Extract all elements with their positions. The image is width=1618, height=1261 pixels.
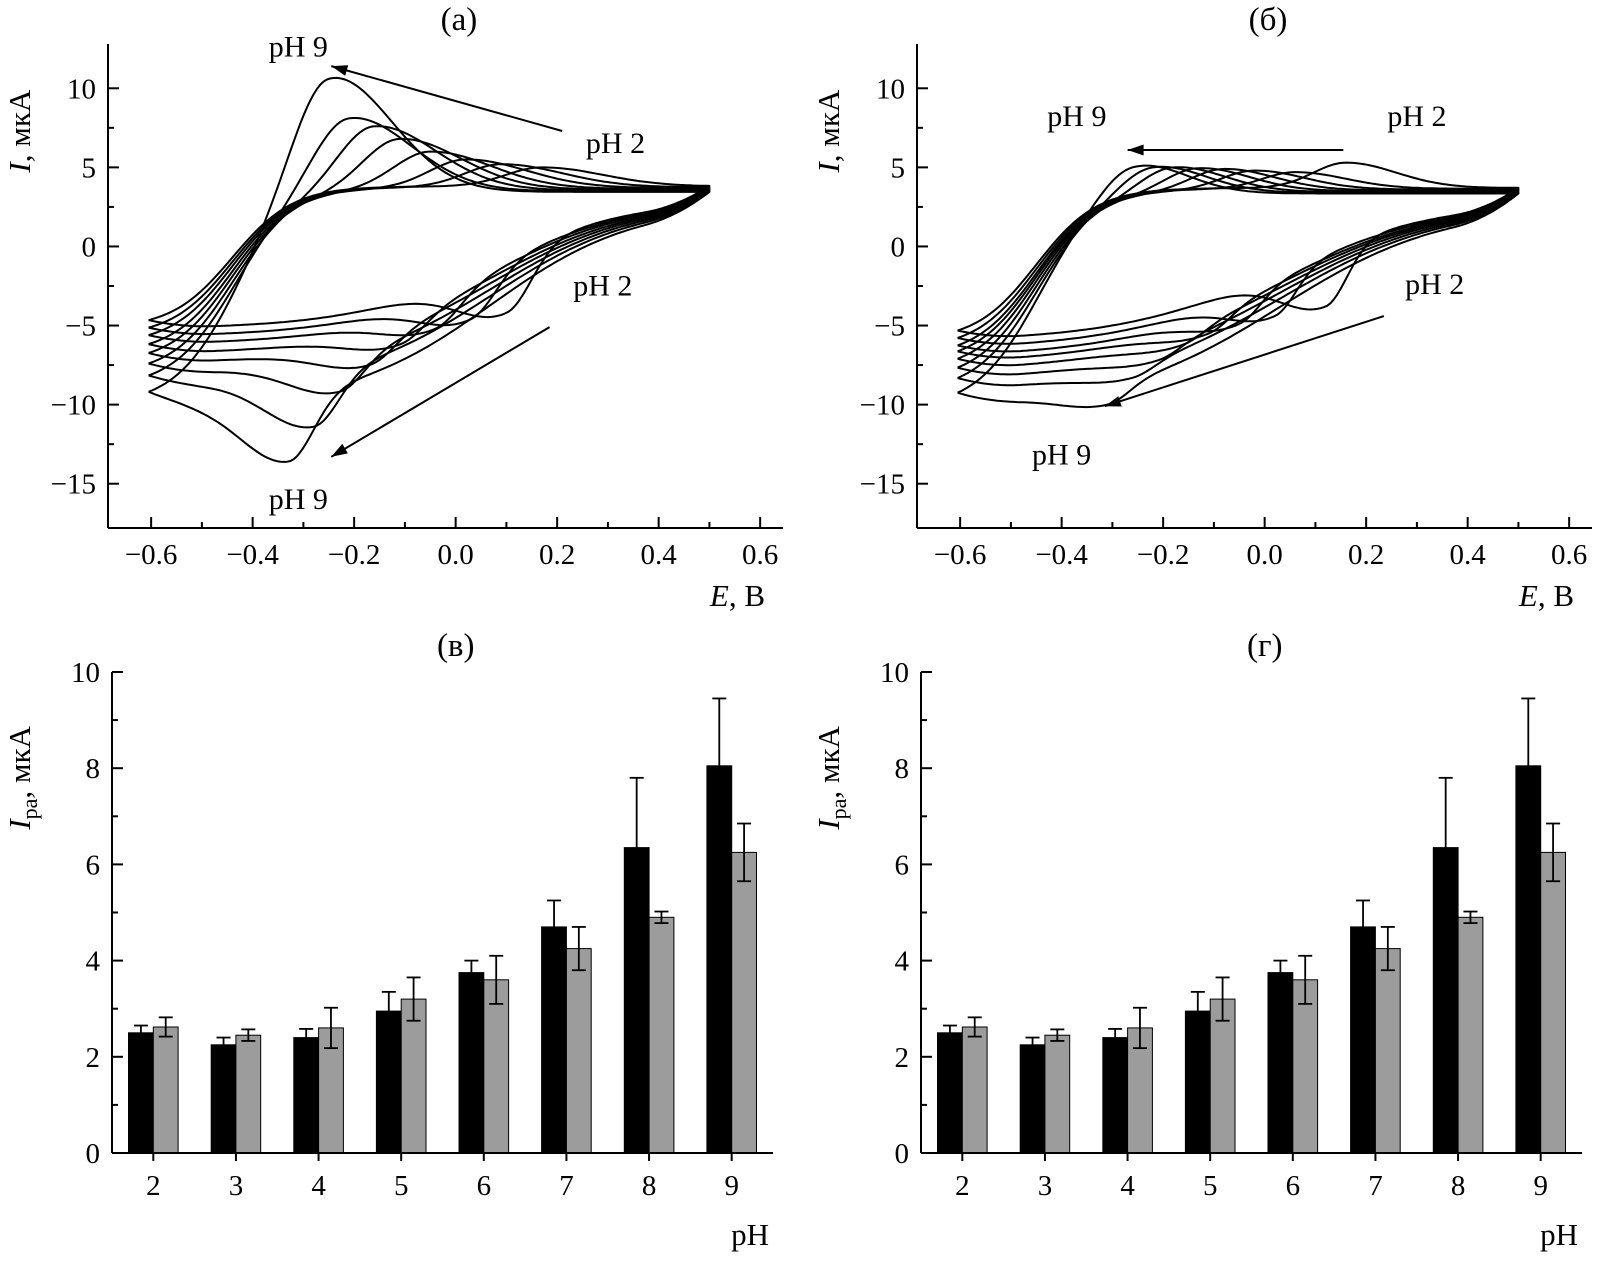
svg-text:8: 8 [1451, 1170, 1466, 1202]
svg-text:E, В: E, В [709, 578, 765, 613]
svg-text:4: 4 [895, 946, 910, 978]
svg-text:pH 9: pH 9 [1032, 439, 1091, 472]
svg-text:pH 2: pH 2 [1405, 268, 1464, 301]
svg-text:−0.2: −0.2 [328, 539, 381, 571]
svg-text:E, В: E, В [1518, 578, 1574, 613]
svg-text:pH: pH [731, 1217, 769, 1252]
svg-text:10: 10 [876, 73, 905, 105]
svg-text:2: 2 [86, 1042, 101, 1074]
svg-text:−0.2: −0.2 [1137, 539, 1190, 571]
svg-text:10: 10 [71, 657, 100, 689]
svg-text:0.4: 0.4 [641, 539, 678, 571]
svg-text:pH 2: pH 2 [1387, 100, 1446, 133]
svg-text:2: 2 [955, 1170, 970, 1202]
svg-text:5: 5 [1203, 1170, 1218, 1202]
panel-g: 0 2 4 6 8 10 2 3 4 5 6 7 8 9 (г) pH Ipa, мкА [809, 620, 1618, 1261]
cv-plot-b: −0.6 −0.4 −0.2 0.0 0.2 0.4 0.6 −15 −10 −5 0 5 10 (б) E… [811, 2, 1592, 613]
svg-text:I, мкА: I, мкА [2, 89, 37, 174]
svg-text:I, мкА: I, мкА [811, 89, 846, 174]
svg-text:5: 5 [394, 1170, 409, 1202]
svg-text:pH 2: pH 2 [573, 269, 632, 302]
svg-text:−0.4: −0.4 [1035, 539, 1088, 571]
svg-text:6: 6 [86, 849, 101, 881]
svg-text:8: 8 [895, 753, 910, 785]
svg-text:4: 4 [86, 946, 101, 978]
svg-text:−5: −5 [874, 311, 905, 343]
svg-text:5: 5 [82, 152, 97, 184]
svg-text:Ipa, мкА: Ipa, мкА [811, 725, 851, 830]
svg-text:Ipa, мкА: Ipa, мкА [2, 725, 42, 830]
svg-text:0.0: 0.0 [438, 539, 474, 571]
svg-text:pH 9: pH 9 [269, 483, 328, 516]
svg-text:6: 6 [895, 849, 910, 881]
svg-text:5: 5 [891, 152, 906, 184]
svg-text:−0.6: −0.6 [125, 539, 178, 571]
svg-text:10: 10 [67, 73, 96, 105]
svg-text:(а): (а) [441, 2, 478, 38]
svg-text:3: 3 [229, 1170, 244, 1202]
svg-text:0.2: 0.2 [1348, 539, 1384, 571]
svg-text:(в): (в) [437, 628, 475, 664]
svg-text:0.2: 0.2 [539, 539, 575, 571]
cv-plot-a: −0.6 −0.4 −0.2 0.0 0.2 0.4 0.6 −15 −10 −5 0 5 10 (а) E… [2, 2, 783, 613]
svg-text:0: 0 [891, 231, 906, 263]
svg-text:pH 2: pH 2 [586, 127, 645, 160]
svg-text:−15: −15 [860, 469, 905, 501]
svg-text:−0.4: −0.4 [226, 539, 279, 571]
panel-a: −0.6 −0.4 −0.2 0.0 0.2 0.4 0.6 −15 −10 −5 0 5 10 (а) E… [0, 0, 809, 620]
svg-text:0.6: 0.6 [1551, 539, 1587, 571]
svg-text:0: 0 [82, 231, 97, 263]
svg-text:−5: −5 [65, 311, 96, 343]
svg-text:4: 4 [1120, 1170, 1135, 1202]
svg-text:pH 9: pH 9 [269, 31, 328, 64]
svg-text:−0.6: −0.6 [934, 539, 987, 571]
svg-text:3: 3 [1038, 1170, 1053, 1202]
svg-text:6: 6 [1286, 1170, 1301, 1202]
svg-text:pH 9: pH 9 [1047, 100, 1106, 133]
panel-v: 0 2 4 6 8 10 2 3 4 5 6 7 8 9 (в) pH Ipa, мкА [0, 620, 809, 1261]
svg-text:8: 8 [642, 1170, 657, 1202]
svg-text:0.0: 0.0 [1247, 539, 1283, 571]
svg-text:−10: −10 [860, 390, 905, 422]
svg-text:−15: −15 [51, 469, 96, 501]
svg-text:9: 9 [1533, 1170, 1548, 1202]
svg-text:0.6: 0.6 [742, 539, 778, 571]
svg-text:pH: pH [1540, 1217, 1578, 1252]
svg-text:9: 9 [724, 1170, 739, 1202]
svg-text:(б): (б) [1249, 2, 1288, 38]
bar-chart-v: 0 2 4 6 8 10 2 3 4 5 6 7 8 9 (в) pH Ipa, мкА [2, 628, 773, 1252]
bar-chart-g: 0 2 4 6 8 10 2 3 4 5 6 7 8 9 (г) pH Ipa, мкА [811, 628, 1582, 1252]
svg-text:2: 2 [146, 1170, 161, 1202]
svg-text:0: 0 [86, 1138, 101, 1170]
svg-text:−10: −10 [51, 390, 96, 422]
svg-text:0.4: 0.4 [1450, 539, 1487, 571]
svg-text:(г): (г) [1247, 628, 1283, 664]
svg-text:2: 2 [895, 1042, 910, 1074]
svg-text:8: 8 [86, 753, 101, 785]
svg-text:0: 0 [895, 1138, 910, 1170]
svg-text:10: 10 [880, 657, 909, 689]
svg-text:6: 6 [477, 1170, 492, 1202]
panel-b: −0.6 −0.4 −0.2 0.0 0.2 0.4 0.6 −15 −10 −5 0 5 10 (б) E… [809, 0, 1618, 620]
svg-text:7: 7 [1368, 1170, 1383, 1202]
svg-text:7: 7 [559, 1170, 574, 1202]
svg-text:4: 4 [311, 1170, 326, 1202]
